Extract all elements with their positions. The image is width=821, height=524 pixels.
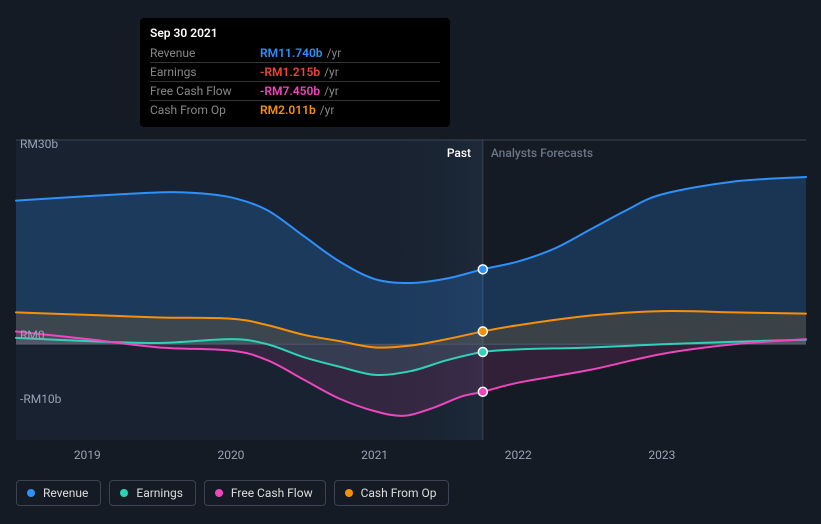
tooltip-row-fcf: Free Cash Flow -RM7.450b/yr [150,82,440,101]
tooltip-date: Sep 30 2021 [150,26,440,40]
tooltip-value: -RM7.450b [260,84,320,98]
y-axis-tick-label: RM0 [20,328,45,342]
legend-label: Cash From Op [361,486,437,500]
tooltip-unit: /yr [320,84,339,98]
financials-chart: RM30b RM0 -RM10b Past Analysts Forecasts… [0,0,821,524]
legend-item-earnings[interactable]: Earnings [109,480,196,506]
tooltip-row-cfo: Cash From Op RM2.011b/yr [150,101,440,120]
tooltip-unit: /yr [316,103,335,117]
region-label-forecast: Analysts Forecasts [491,146,593,160]
x-axis-tick-label: 2023 [648,448,675,462]
y-axis-tick-label: RM30b [20,137,58,151]
x-axis-tick-label: 2021 [361,448,388,462]
legend-item-fcf[interactable]: Free Cash Flow [204,480,326,506]
tooltip-value: RM2.011b [260,103,316,117]
legend-dot-icon [215,489,223,497]
tooltip-table: Revenue RM11.740b/yr Earnings -RM1.215b/… [150,44,440,119]
tooltip-row-revenue: Revenue RM11.740b/yr [150,44,440,63]
chart-legend: Revenue Earnings Free Cash Flow Cash Fro… [16,480,449,506]
chart-tooltip: Sep 30 2021 Revenue RM11.740b/yr Earning… [140,18,450,127]
tooltip-label: Revenue [150,44,260,63]
tooltip-unit: /yr [323,46,342,60]
tooltip-value: RM11.740b [260,46,323,60]
x-axis-tick-label: 2020 [217,448,244,462]
tooltip-unit: /yr [320,65,339,79]
legend-label: Earnings [136,486,183,500]
tooltip-label: Earnings [150,63,260,82]
legend-item-cfo[interactable]: Cash From Op [334,480,450,506]
legend-item-revenue[interactable]: Revenue [16,480,101,506]
x-axis-tick-label: 2019 [74,448,101,462]
legend-dot-icon [120,489,128,497]
legend-label: Free Cash Flow [231,486,313,500]
tooltip-label: Free Cash Flow [150,82,260,101]
tooltip-label: Cash From Op [150,101,260,120]
x-axis-tick-label: 2022 [505,448,532,462]
legend-dot-icon [345,489,353,497]
y-axis-tick-label: -RM10b [20,392,61,406]
legend-label: Revenue [43,486,88,500]
tooltip-row-earnings: Earnings -RM1.215b/yr [150,63,440,82]
legend-dot-icon [27,489,35,497]
tooltip-value: -RM1.215b [260,65,320,79]
region-label-past: Past [447,146,471,160]
